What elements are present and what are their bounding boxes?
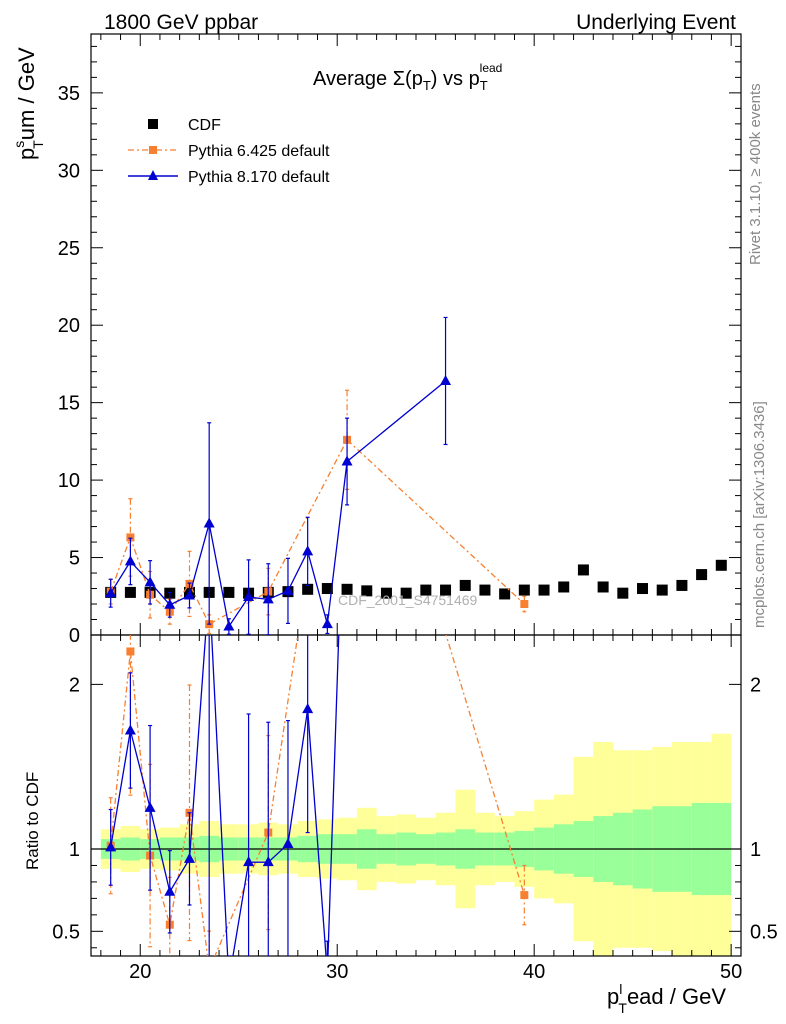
pythia8-main-point xyxy=(144,576,156,587)
cdf-data-point xyxy=(577,564,589,576)
ratio-y-tick-label-left: 1 xyxy=(69,839,80,861)
pythia8-ratio-point xyxy=(262,856,274,867)
x-axis-label: pl Tead / GeV xyxy=(607,981,726,1016)
main-y-tick-label: 15 xyxy=(58,393,80,415)
pythia6-ratio-point xyxy=(520,891,529,900)
main-panel-series xyxy=(105,316,727,635)
pythia6-ratio-point xyxy=(343,302,351,310)
axis-tick-labels: 20 30 40 50 0 5 10 15 20 25 30 35 0.5 0.5 1 1 2 2 xyxy=(52,83,778,983)
ratio-y-tick-label-right: 0.5 xyxy=(750,921,778,943)
pythia8-main-point xyxy=(105,587,117,598)
x-tick-label: 40 xyxy=(523,961,545,983)
ratio-y-axis-label: Ratio to CDF xyxy=(23,772,42,870)
pythia8-main-point xyxy=(341,455,353,466)
cdf-data-point xyxy=(400,587,412,599)
ratio-panel-series xyxy=(105,302,529,985)
cdf-data-point xyxy=(479,584,491,596)
pythia8-main-point xyxy=(164,598,176,609)
ratio-y-tick-label-right: 2 xyxy=(750,674,761,696)
cdf-data-point xyxy=(676,579,688,591)
ratio-y-tick-label-right: 1 xyxy=(750,839,761,861)
cdf-data-point xyxy=(558,581,570,593)
cdf-data-point xyxy=(440,584,452,596)
legend: CDF Pythia 6.425 default Pythia 8.170 de… xyxy=(128,117,330,186)
main-y-tick-label: 25 xyxy=(58,238,80,260)
axis-ticks xyxy=(91,34,741,956)
cdf-data-point xyxy=(459,579,471,591)
pythia6-ratio-point xyxy=(205,965,213,973)
main-y-tick-label: 20 xyxy=(58,315,80,337)
cdf-data-point xyxy=(499,588,511,600)
cdf-data-point xyxy=(341,583,353,595)
cdf-data-point xyxy=(420,584,432,596)
analysis-watermark: CDF_2001_S4751469 xyxy=(338,592,478,608)
pythia8-ratio-point xyxy=(223,975,234,985)
pythia8-main-point xyxy=(440,374,452,385)
cdf-data-point xyxy=(597,581,609,593)
plot-title: Average Σ(pT) vs pTlead xyxy=(313,61,502,93)
main-y-tick-label: 35 xyxy=(58,83,80,105)
cdf-data-point xyxy=(302,583,314,595)
rivet-version-text: Rivet 3.1.10, ≥ 400k events xyxy=(747,83,764,265)
pythia8-main-point xyxy=(243,591,255,602)
pythia8-main-point xyxy=(183,589,195,600)
main-y-tick-label: 5 xyxy=(69,548,80,570)
pythia8-main-point xyxy=(262,593,274,604)
pythia6-ratio-point xyxy=(126,647,135,656)
pythia8-ratio-point xyxy=(105,841,117,852)
pythia8-ratio-point xyxy=(282,838,294,849)
pythia8-ratio-point xyxy=(144,801,156,812)
x-tick-label: 20 xyxy=(129,961,151,983)
x-tick-label: 30 xyxy=(326,961,348,983)
pythia8-main-point xyxy=(321,618,333,629)
legend-pythia8-label: Pythia 8.170 default xyxy=(188,169,330,186)
pythia8-ratio-point xyxy=(302,703,314,714)
cdf-data-point xyxy=(321,583,333,595)
legend-cdf-label: CDF xyxy=(188,117,221,134)
cdf-data-point xyxy=(538,584,550,596)
legend-pythia6-label: Pythia 6.425 default xyxy=(188,143,330,160)
cdf-data-point xyxy=(696,569,708,581)
legend-cdf-marker xyxy=(148,119,158,129)
pythia8-main-point xyxy=(124,555,136,566)
cdf-data-point xyxy=(223,586,235,598)
pythia8-ratio-point xyxy=(164,885,176,896)
ratio-y-tick-label-left: 0.5 xyxy=(52,921,80,943)
main-y-tick-label: 0 xyxy=(69,625,80,647)
pythia8-main-point xyxy=(223,620,235,631)
pythia8-main-point xyxy=(302,545,314,556)
cdf-data-point xyxy=(637,583,649,595)
pythia8-ratio-point xyxy=(183,852,195,863)
cdf-data-point xyxy=(518,584,530,596)
legend-pythia8-marker xyxy=(148,170,158,180)
cdf-data-point xyxy=(656,584,668,596)
cdf-data-point xyxy=(380,587,392,599)
ratio-y-tick-label-left: 2 xyxy=(69,674,80,696)
pythia8-ratio-point xyxy=(124,724,136,735)
pythia6-main-point xyxy=(126,533,135,542)
main-y-tick-label: 30 xyxy=(58,160,80,182)
pythia8-ratio-line xyxy=(110,635,340,956)
pythia8-main-line xyxy=(110,380,446,629)
y-axis-label: ps Tum / GeV xyxy=(11,47,46,160)
pythia8-ratio-point xyxy=(243,856,255,867)
cdf-data-point xyxy=(361,585,373,597)
cdf-data-point xyxy=(617,587,629,599)
header-left: 1800 GeV ppbar xyxy=(104,11,258,34)
pythia8-main-point xyxy=(203,517,215,528)
cdf-data-point xyxy=(124,586,136,598)
cdf-data-point xyxy=(715,559,727,571)
mcplots-reference-text: mcplots.cern.ch [arXiv:1306.3436] xyxy=(751,401,768,628)
x-tick-label: 50 xyxy=(720,961,742,983)
header-right: Underlying Event xyxy=(576,11,736,34)
main-y-tick-label: 10 xyxy=(58,470,80,492)
pythia8-main-point xyxy=(282,584,294,595)
legend-pythia6-marker xyxy=(149,146,157,154)
pythia6-main-point xyxy=(520,600,529,609)
